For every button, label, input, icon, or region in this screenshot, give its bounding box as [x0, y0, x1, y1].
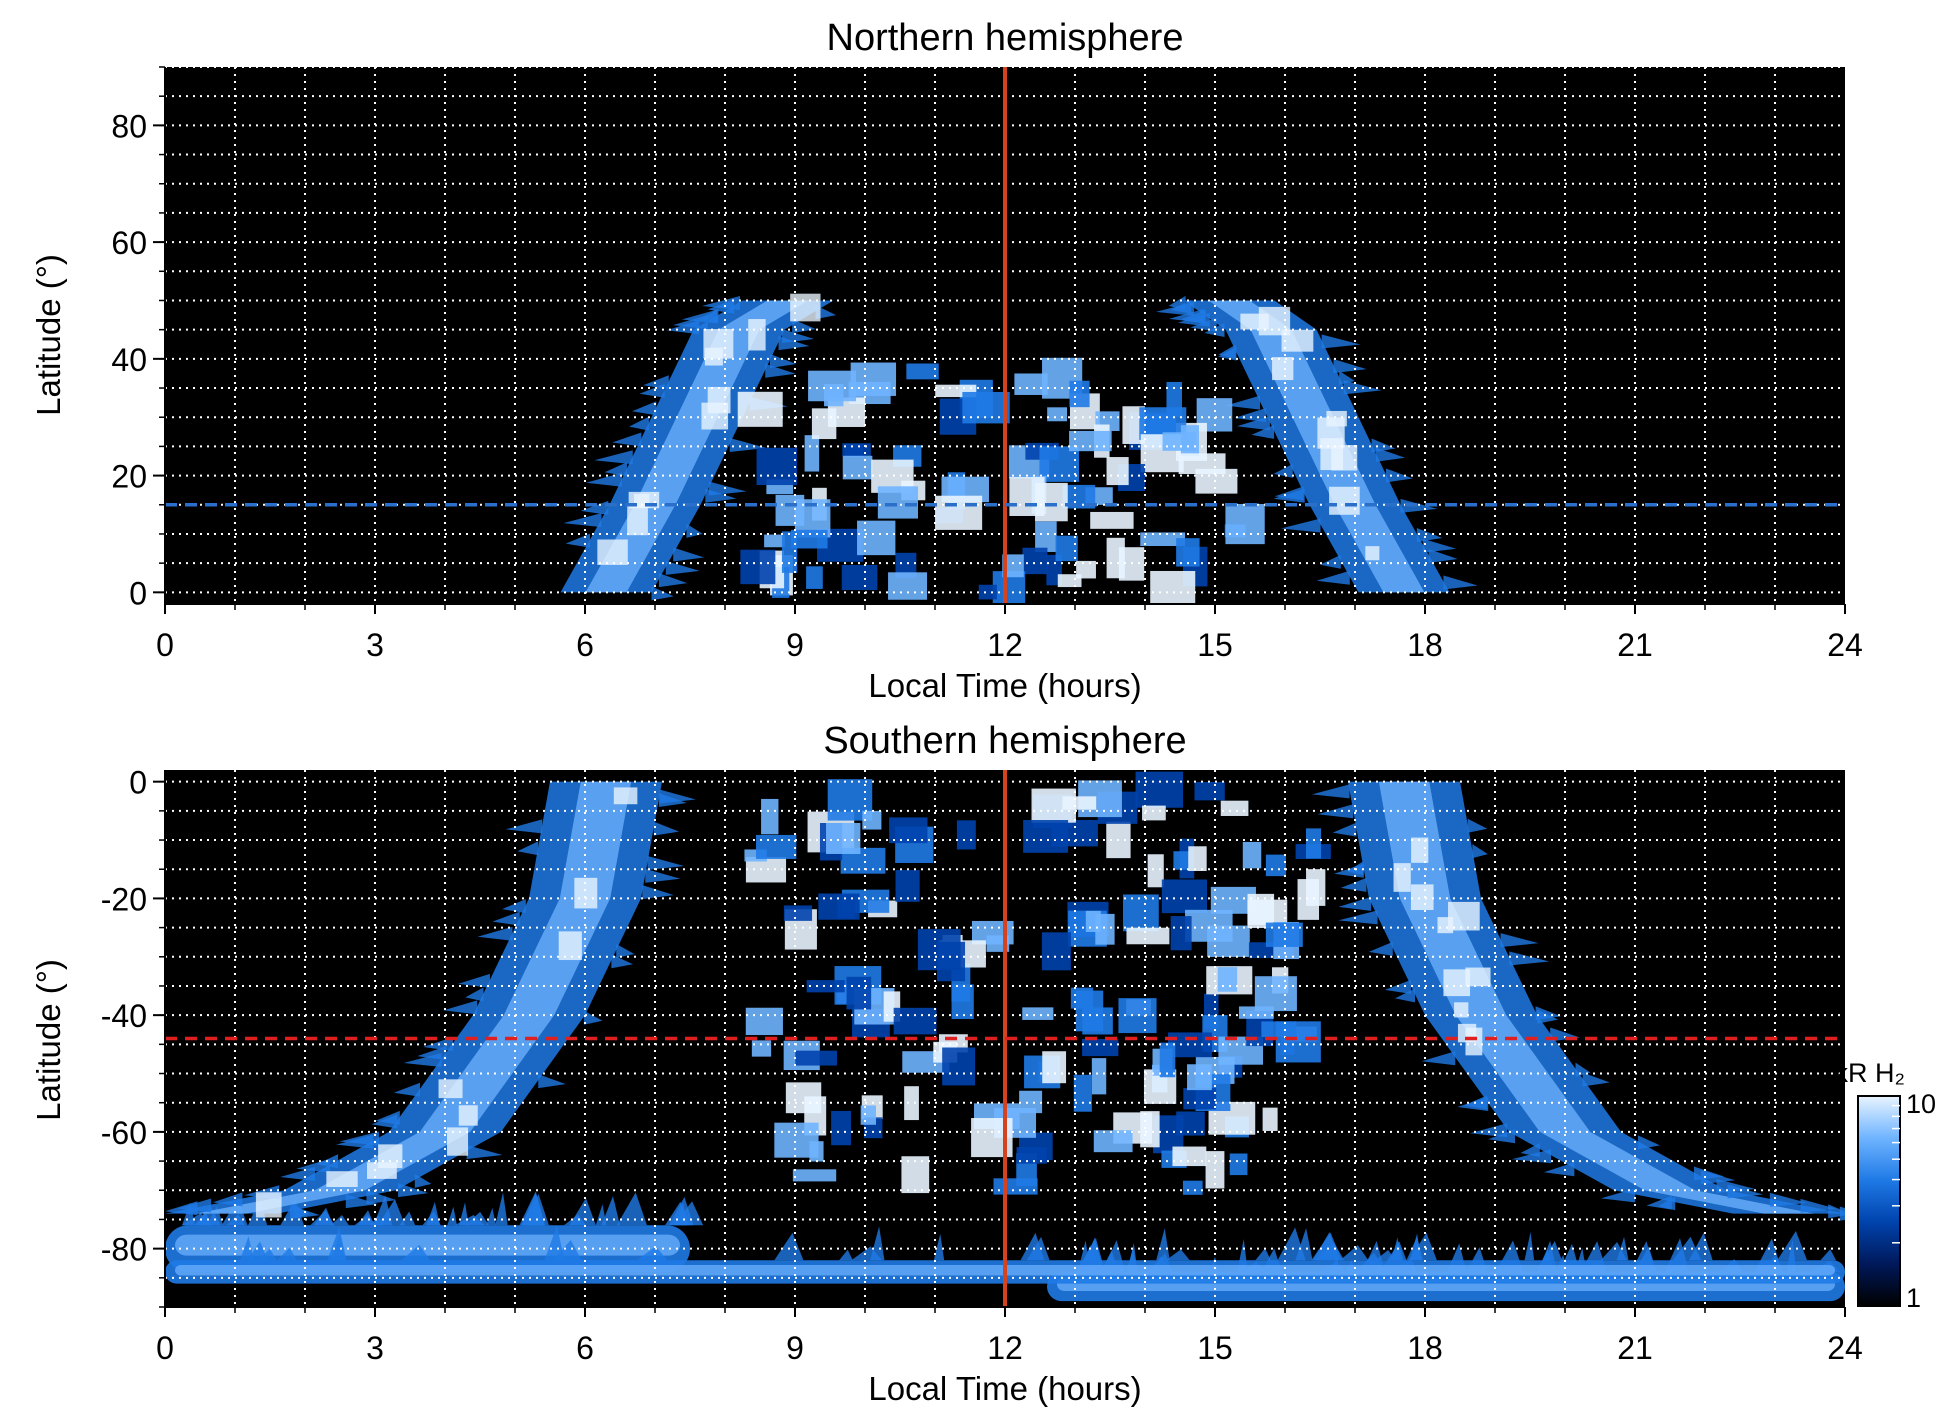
- n-ytick-label: 60: [111, 225, 147, 261]
- s-emission-arc: [165, 781, 696, 1220]
- n-ytick-label: 40: [111, 342, 147, 378]
- southern-title: Southern hemisphere: [823, 720, 1186, 762]
- southern-ylabel: Latitude (°): [30, 959, 67, 1121]
- s-xtick-label: 15: [1197, 1330, 1233, 1366]
- s-ytick-label: -20: [101, 881, 147, 917]
- n-xtick-label: 3: [366, 627, 384, 663]
- colorbar-min-label: 1: [1906, 1283, 1921, 1313]
- colorbar: kR H₂ 10 1: [1835, 1058, 1937, 1313]
- n-xtick-label: 24: [1827, 627, 1863, 663]
- n-xtick-label: 18: [1407, 627, 1443, 663]
- s-xtick-label: 24: [1827, 1330, 1863, 1366]
- colorbar-gradient: [1857, 1095, 1901, 1307]
- n-xtick-label: 21: [1617, 627, 1653, 663]
- northern-xlabel: Local Time (hours): [868, 667, 1141, 704]
- n-ytick-label: 0: [129, 575, 147, 611]
- s-xtick-label: 3: [366, 1330, 384, 1366]
- southern-reference-lines: [165, 770, 1845, 1307]
- n-emission-arc: [1155, 295, 1478, 593]
- n-ytick-label: 80: [111, 108, 147, 144]
- s-ytick-label: -80: [101, 1232, 147, 1268]
- s-xtick-label: 9: [786, 1330, 804, 1366]
- s-emission-arc: [1312, 781, 1845, 1221]
- n-ytick-label: 20: [111, 459, 147, 495]
- southern-xlabel: Local Time (hours): [868, 1370, 1141, 1407]
- colorbar-max-label: 10: [1906, 1089, 1936, 1119]
- northern-reference-lines: [165, 67, 1845, 604]
- colorbar-label: kR H₂: [1835, 1058, 1905, 1088]
- northern-panel: Northern hemisphere 0 3 6 9 12 15 18 21 24 0 20 40 6…: [30, 17, 1863, 704]
- s-xtick-label: 21: [1617, 1330, 1653, 1366]
- s-xtick-label: 18: [1407, 1330, 1443, 1366]
- southern-axes: 0 3 6 9 12 15 18 21 24 0 -20 -40 -60 -80: [101, 765, 1863, 1366]
- northern-ylabel: Latitude (°): [30, 254, 67, 416]
- n-xtick-label: 9: [786, 627, 804, 663]
- n-xtick-label: 6: [576, 627, 594, 663]
- s-emission-patches: [744, 771, 1331, 1195]
- s-ytick-label: -40: [101, 998, 147, 1034]
- northern-title: Northern hemisphere: [827, 17, 1184, 59]
- s-xtick-label: 0: [156, 1330, 174, 1366]
- n-xtick-label: 0: [156, 627, 174, 663]
- n-xtick-label: 12: [987, 627, 1023, 663]
- s-ytick-label: 0: [129, 765, 147, 801]
- s-xtick-label: 12: [987, 1330, 1023, 1366]
- s-ytick-label: -60: [101, 1115, 147, 1151]
- s-xtick-label: 6: [576, 1330, 594, 1366]
- northern-axes: 0 3 6 9 12 15 18 21 24 0 20 40 60 80: [111, 66, 1863, 663]
- n-xtick-label: 15: [1197, 627, 1233, 663]
- southern-panel: Southern hemisphere 0 3 6 9 12 15 18 21 24 0 -20 -4…: [30, 720, 1863, 1407]
